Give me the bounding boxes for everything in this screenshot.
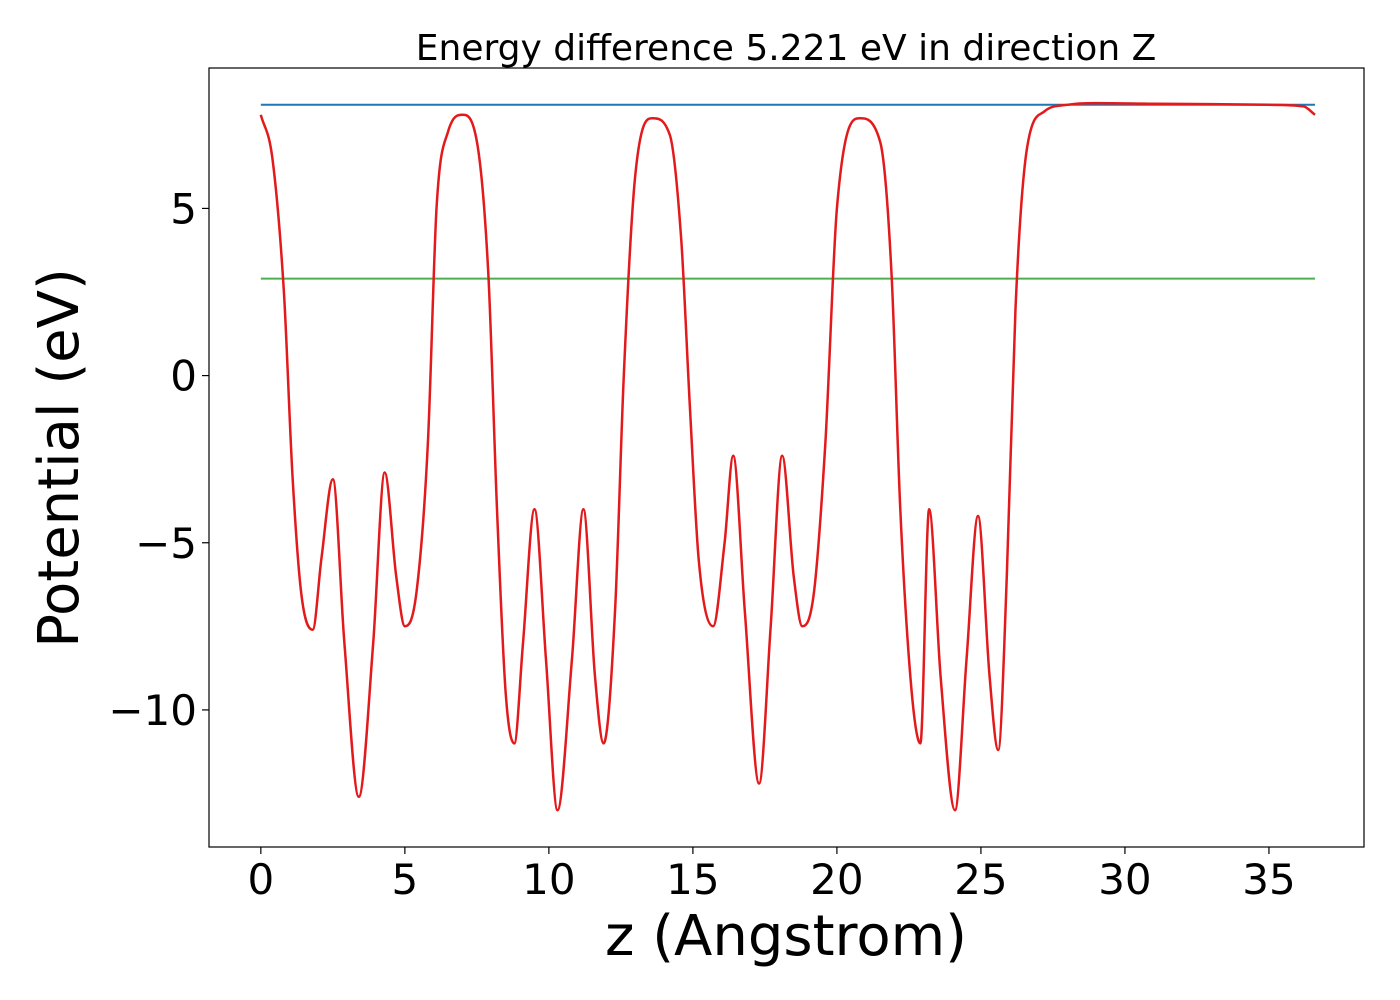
plot-area (259, 101, 1316, 812)
y-tick-label: 0 (170, 352, 197, 401)
potential-curve-1 (259, 101, 1316, 812)
x-axis-label: z (Angstrom) (605, 904, 967, 969)
x-tick-label: 5 (391, 855, 418, 904)
x-axis-ticks: 0 5 10 15 20 25 30 35 (247, 847, 1296, 904)
y-axis-ticks: 5 0 −5 −10 (108, 184, 209, 735)
x-tick-label: 10 (522, 855, 575, 904)
x-tick-label: 20 (810, 855, 863, 904)
x-tick-label: 0 (247, 855, 274, 904)
plot-frame (208, 67, 1365, 848)
x-tick-label: 25 (954, 855, 1007, 904)
x-tick-label: 35 (1242, 855, 1295, 904)
chart-title: Energy difference 5.221 eV in direction … (416, 28, 1157, 69)
y-tick-label: −10 (108, 686, 197, 735)
x-tick-label: 30 (1098, 855, 1151, 904)
y-tick-label: 5 (170, 184, 197, 233)
x-tick-label: 15 (666, 855, 719, 904)
y-axis-label: Potential (eV) (27, 268, 92, 648)
y-tick-label: −5 (135, 519, 197, 568)
